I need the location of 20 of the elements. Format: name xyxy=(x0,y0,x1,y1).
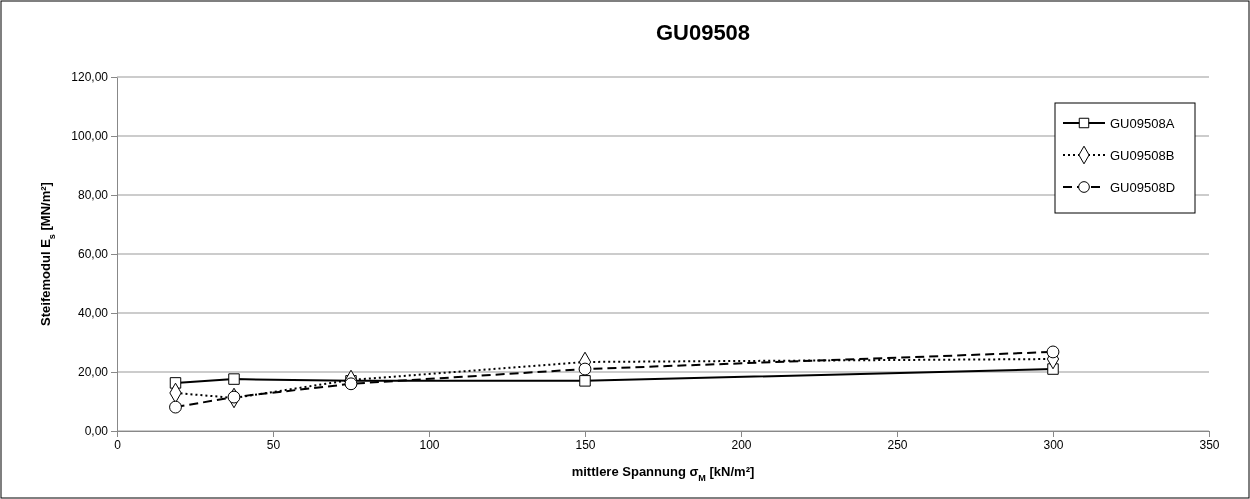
y-tick-label: 120,00 xyxy=(71,70,109,85)
y-tick-label: 60,00 xyxy=(77,247,109,262)
x-axis-title: mittlere Spannung σ$_{M}$ [kN/m²] xyxy=(571,464,755,483)
x-tick-label: 200 xyxy=(731,437,752,452)
legend-label: GU09508B xyxy=(1110,148,1175,163)
x-tick-label: 100 xyxy=(419,437,440,452)
y-tick-label: 40,00 xyxy=(77,306,109,321)
y-tick-label: 100,00 xyxy=(71,129,109,144)
x-tick-label: 300 xyxy=(1043,437,1064,452)
legend-label: GU09508D xyxy=(1110,180,1176,195)
y-tick-label: 20,00 xyxy=(77,365,109,380)
x-tick-label: 350 xyxy=(1199,437,1220,452)
x-tick-label: 50 xyxy=(266,437,281,452)
chart-title: GU09508 xyxy=(655,20,751,45)
x-tick-label: 0 xyxy=(114,437,122,452)
y-tick-label: 80,00 xyxy=(77,188,109,203)
x-tick-label: 250 xyxy=(887,437,908,452)
y-tick-label: 0,00 xyxy=(84,424,109,439)
legend-label: GU09508A xyxy=(1110,116,1175,131)
x-tick-label: 150 xyxy=(575,437,596,452)
